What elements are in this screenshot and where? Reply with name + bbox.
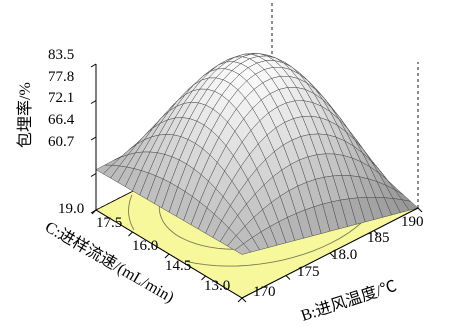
surface-cell <box>401 199 419 211</box>
z-axis: 83.5 77.8 72.1 66.4 60.7 包埋率/% <box>16 47 75 150</box>
x-tick-label: 175 <box>297 264 320 280</box>
z-tick-label: 83.5 <box>48 47 74 63</box>
x-tick <box>285 275 291 280</box>
y-tick <box>237 297 243 303</box>
y-tick-label: 14.5 <box>165 258 191 274</box>
z-tick <box>90 173 97 177</box>
x-tick <box>329 252 335 258</box>
y-tick-label: 19.0 <box>58 201 84 217</box>
x-tick-label: 190 <box>401 214 424 230</box>
x-tick <box>373 230 379 235</box>
x-tick-label: 18.0 <box>331 247 357 263</box>
x-tick-label: 170 <box>253 284 276 300</box>
response-surface <box>95 53 419 255</box>
z-tick-label: 60.7 <box>48 134 75 150</box>
y-tick <box>128 231 133 237</box>
y-tick-label: 17.5 <box>96 215 122 231</box>
y-tick <box>164 253 170 259</box>
z-tick <box>90 136 97 141</box>
y-tick-label: 16.0 <box>132 238 158 254</box>
z-axis-title: 包埋率/% <box>16 82 34 148</box>
z-tick <box>90 100 97 104</box>
contour-line <box>128 194 135 231</box>
z-tick-label: 72.1 <box>48 90 74 106</box>
y-tick <box>91 209 97 215</box>
z-tick <box>90 63 97 68</box>
x-tick <box>417 207 423 213</box>
z-tick-label: 77.8 <box>48 69 74 85</box>
x-tick <box>241 297 247 303</box>
x-tick-label: 185 <box>367 230 390 246</box>
z-tick-label: 66.4 <box>48 112 75 128</box>
axis-box <box>90 62 423 303</box>
y-tick-label: 13.0 <box>204 278 230 294</box>
y-tick <box>201 275 206 281</box>
x-axis-title: B:进风温度/℃ <box>299 277 399 325</box>
